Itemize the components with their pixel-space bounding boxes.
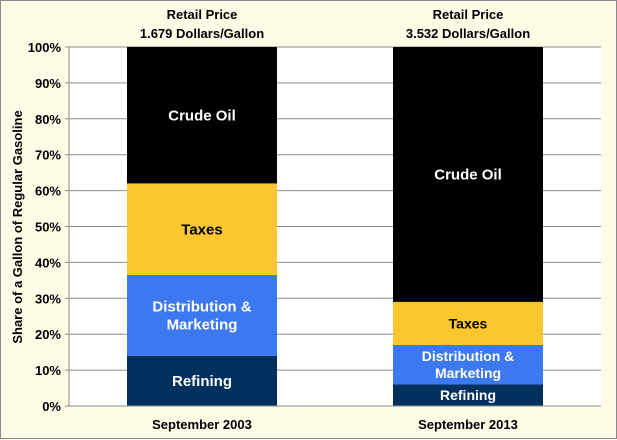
- bar-segment-crude-oil: [393, 47, 543, 302]
- segment-label: Crude Oil: [434, 167, 502, 184]
- y-tick-label: 90%: [35, 76, 61, 91]
- x-category-label: September 2003: [152, 417, 252, 432]
- retail-price-header: Retail Price: [167, 7, 238, 22]
- x-category-label: September 2013: [418, 417, 518, 432]
- segment-label: Marketing: [435, 365, 501, 381]
- y-tick-label: 40%: [35, 255, 61, 270]
- bar-segment-refining: [393, 384, 543, 406]
- segment-label: Refining: [440, 387, 496, 403]
- bar-segment-refining: [127, 355, 277, 406]
- y-tick-label: 80%: [35, 112, 61, 127]
- bar-segment-taxes: [127, 183, 277, 275]
- segment-label: Taxes: [449, 315, 488, 331]
- bar-segment-crude-oil: [127, 47, 277, 184]
- bar-segment-distribution-marketing: [127, 274, 277, 356]
- y-tick-label: 60%: [35, 184, 61, 199]
- segment-label: Distribution &: [422, 348, 515, 364]
- y-tick-label: 20%: [35, 327, 61, 342]
- y-tick-label: 0%: [42, 399, 61, 414]
- segment-label: Distribution &: [152, 299, 251, 316]
- segment-label: Taxes: [181, 221, 222, 238]
- segment-label: Marketing: [167, 317, 238, 334]
- segment-label: Refining: [172, 373, 232, 390]
- y-tick-label: 70%: [35, 148, 61, 163]
- y-tick-label: 50%: [35, 220, 61, 235]
- y-tick-label: 10%: [35, 363, 61, 378]
- bar-segment-taxes: [393, 301, 543, 345]
- y-tick-label: 30%: [35, 291, 61, 306]
- retail-price-header: Retail Price: [433, 7, 504, 22]
- y-tick-label: 100%: [28, 40, 62, 55]
- bar-segment-distribution-marketing: [393, 344, 543, 385]
- retail-price-header: 3.532 Dollars/Gallon: [406, 26, 530, 41]
- segment-label: Crude Oil: [168, 107, 236, 124]
- retail-price-header: 1.679 Dollars/Gallon: [140, 26, 264, 41]
- y-axis-title: Share of a Gallon of Regular Gasoline: [10, 110, 25, 343]
